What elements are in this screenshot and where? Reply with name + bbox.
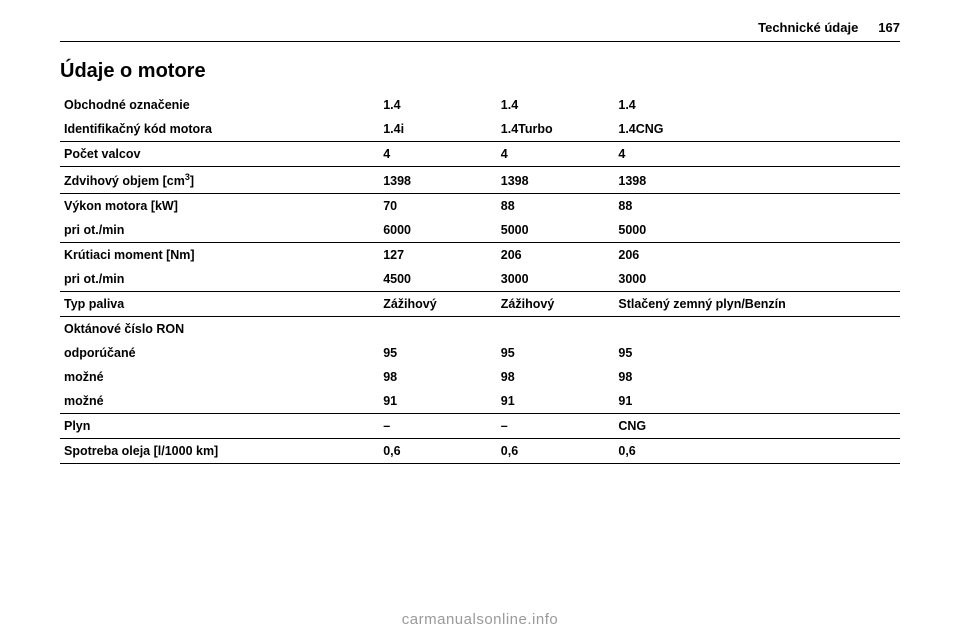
table-row: Identifikačný kód motora 1.4i 1.4Turbo 1…: [60, 117, 900, 142]
row-label: Spotreba oleja [l/1000 km]: [60, 439, 379, 464]
row-c1: 4: [379, 142, 497, 167]
row-c3: 0,6: [614, 439, 900, 464]
row-label: odporúčané: [60, 341, 379, 365]
row-label: Obchodné označenie: [60, 93, 379, 117]
row-c3: 4: [614, 142, 900, 167]
table-row: Typ paliva Zážihový Zážihový Stlačený ze…: [60, 292, 900, 317]
row-c3: 1.4CNG: [614, 117, 900, 142]
row-c1: –: [379, 414, 497, 439]
row-c2: 88: [497, 194, 615, 219]
row-c2: 4: [497, 142, 615, 167]
table-row: možné 98 98 98: [60, 365, 900, 389]
row-c2: Zážihový: [497, 292, 615, 317]
table-row: Výkon motora [kW] 70 88 88: [60, 194, 900, 219]
table-row: Počet valcov 4 4 4: [60, 142, 900, 167]
row-c2: 1.4: [497, 93, 615, 117]
row-c2: 0,6: [497, 439, 615, 464]
row-label: pri ot./min: [60, 267, 379, 292]
row-c1: 127: [379, 243, 497, 268]
row-c2: 95: [497, 341, 615, 365]
row-c2: 1398: [497, 167, 615, 194]
row-c3: 5000: [614, 218, 900, 243]
row-label: Zdvihový objem [cm3]: [60, 167, 379, 194]
header-page-number: 167: [878, 20, 900, 35]
table-row: Plyn – – CNG: [60, 414, 900, 439]
table-row: pri ot./min 6000 5000 5000: [60, 218, 900, 243]
row-c3: 91: [614, 389, 900, 414]
row-c3: 98: [614, 365, 900, 389]
row-c1: 6000: [379, 218, 497, 243]
row-c3: 95: [614, 341, 900, 365]
table-row: odporúčané 95 95 95: [60, 341, 900, 365]
row-label: Krútiaci moment [Nm]: [60, 243, 379, 268]
row-c2: 91: [497, 389, 615, 414]
footer-watermark: carmanualsonline.info: [0, 611, 960, 628]
row-c2: 5000: [497, 218, 615, 243]
engine-data-table: Obchodné označenie 1.4 1.4 1.4 Identifik…: [60, 93, 900, 464]
row-c1: 95: [379, 341, 497, 365]
row-c3: Stlačený zemný plyn/Benzín: [614, 292, 900, 317]
section-title: Údaje o motore: [60, 60, 900, 83]
table-row: Oktánové číslo RON: [60, 317, 900, 342]
row-c1: 0,6: [379, 439, 497, 464]
table-row: pri ot./min 4500 3000 3000: [60, 267, 900, 292]
row-label: možné: [60, 389, 379, 414]
row-c1: 98: [379, 365, 497, 389]
row-c1: 70: [379, 194, 497, 219]
row-c3: 1398: [614, 167, 900, 194]
row-c1: 4500: [379, 267, 497, 292]
row-c2: 1.4Turbo: [497, 117, 615, 142]
table-row: Spotreba oleja [l/1000 km] 0,6 0,6 0,6: [60, 439, 900, 464]
row-label: Výkon motora [kW]: [60, 194, 379, 219]
row-c2: 98: [497, 365, 615, 389]
table-row: Zdvihový objem [cm3] 1398 1398 1398: [60, 167, 900, 194]
row-c1: Zážihový: [379, 292, 497, 317]
row-c1: 91: [379, 389, 497, 414]
row-c2: 206: [497, 243, 615, 268]
row-c3: 206: [614, 243, 900, 268]
row-label: Plyn: [60, 414, 379, 439]
row-c3: 3000: [614, 267, 900, 292]
row-label: možné: [60, 365, 379, 389]
page-header: Technické údaje 167: [60, 20, 900, 42]
row-label: Oktánové číslo RON: [60, 317, 379, 342]
row-c3: 88: [614, 194, 900, 219]
row-c1: 1.4i: [379, 117, 497, 142]
table-row: Obchodné označenie 1.4 1.4 1.4: [60, 93, 900, 117]
row-c1: 1.4: [379, 93, 497, 117]
row-c3: CNG: [614, 414, 900, 439]
table-row: možné 91 91 91: [60, 389, 900, 414]
row-label: Počet valcov: [60, 142, 379, 167]
row-c1: 1398: [379, 167, 497, 194]
header-section: Technické údaje: [758, 20, 858, 35]
row-label: pri ot./min: [60, 218, 379, 243]
row-c3: 1.4: [614, 93, 900, 117]
table-row: Krútiaci moment [Nm] 127 206 206: [60, 243, 900, 268]
row-c2: 3000: [497, 267, 615, 292]
row-label: Typ paliva: [60, 292, 379, 317]
row-label: Identifikačný kód motora: [60, 117, 379, 142]
row-c2: –: [497, 414, 615, 439]
